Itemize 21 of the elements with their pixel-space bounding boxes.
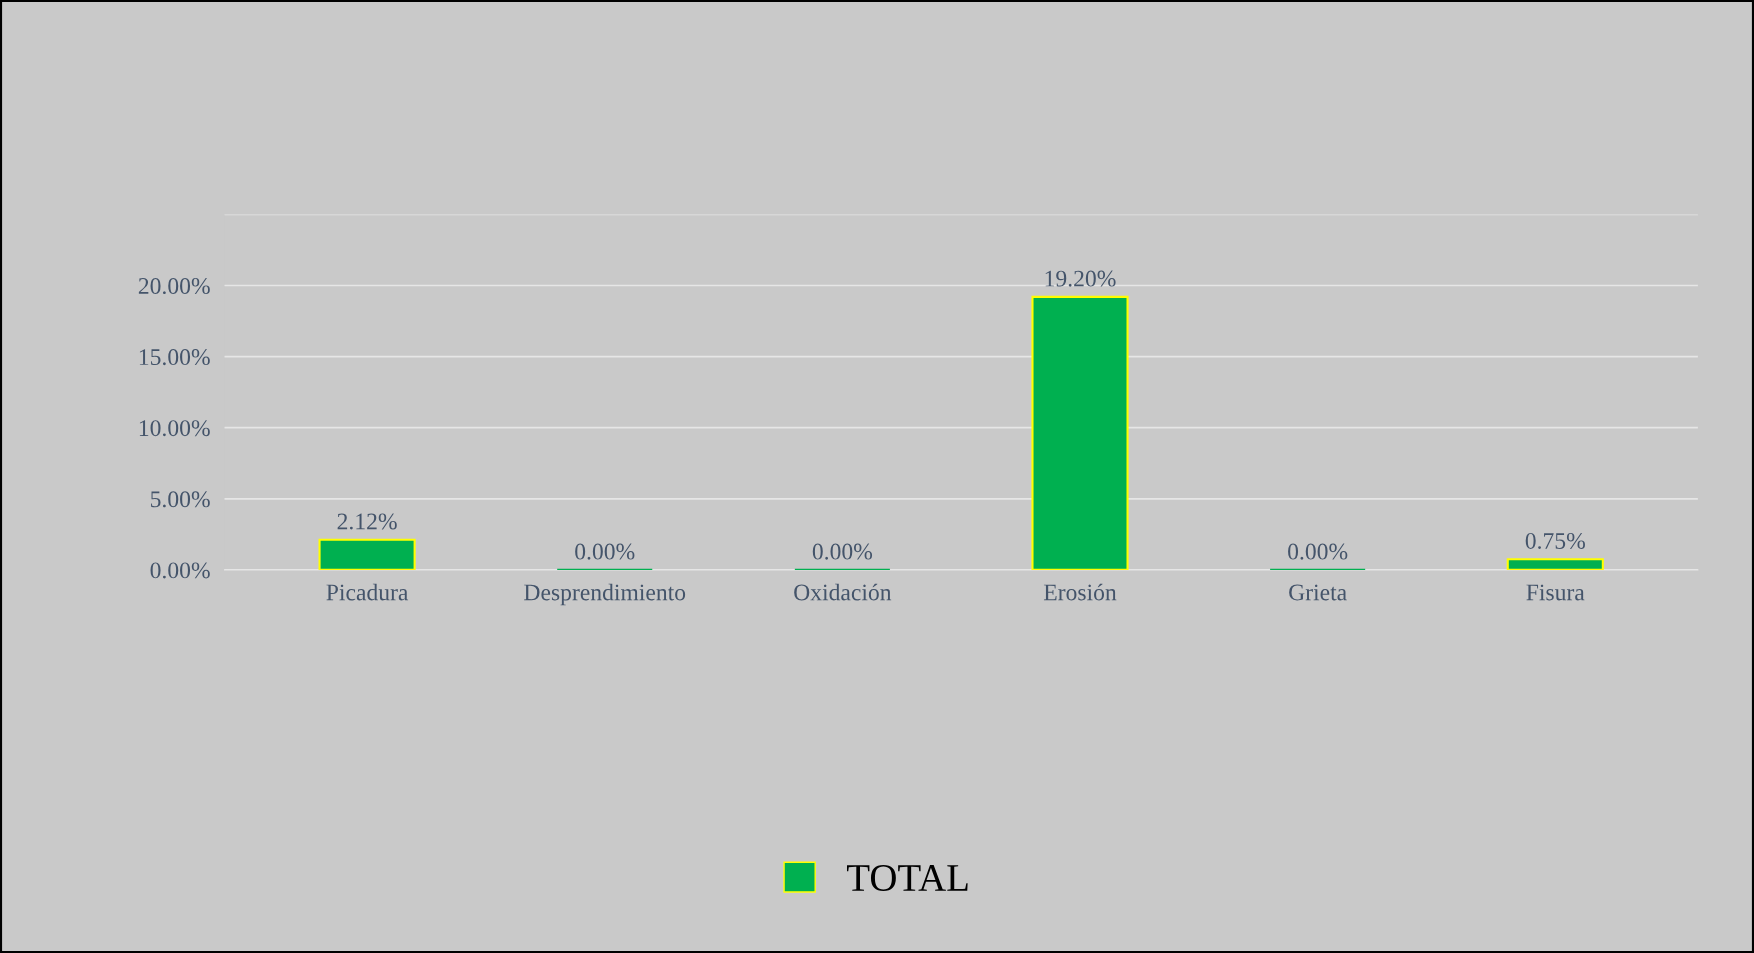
y-tick-label: 20.00% (138, 278, 210, 295)
x-tick-label: Erosión (1043, 583, 1117, 601)
data-label: 2.12% (337, 513, 397, 530)
y-tick-label: 10.00% (139, 420, 210, 437)
data-label: 0.00% (1288, 543, 1348, 560)
x-tick-label: Fisura (1526, 584, 1585, 601)
y-tick-label: 0.00% (150, 562, 210, 579)
y-tick-label: 5.00% (151, 491, 210, 508)
legend-label: TOTAL (847, 864, 968, 892)
x-tick-label: Grieta (1289, 584, 1347, 601)
data-label: 0.75% (1525, 532, 1585, 549)
data-label: 19.20% (1045, 270, 1116, 287)
x-tick-label: Desprendimiento (524, 583, 686, 606)
bar (1506, 558, 1604, 570)
data-label: 0.00% (812, 543, 873, 560)
bar (318, 538, 416, 570)
x-tick-label: Picadura (326, 583, 409, 601)
y-tick-label: 15.00% (139, 349, 210, 366)
x-tick-label: Oxidación (794, 583, 892, 601)
bar (1031, 295, 1129, 570)
data-label: 0.00% (575, 543, 635, 560)
